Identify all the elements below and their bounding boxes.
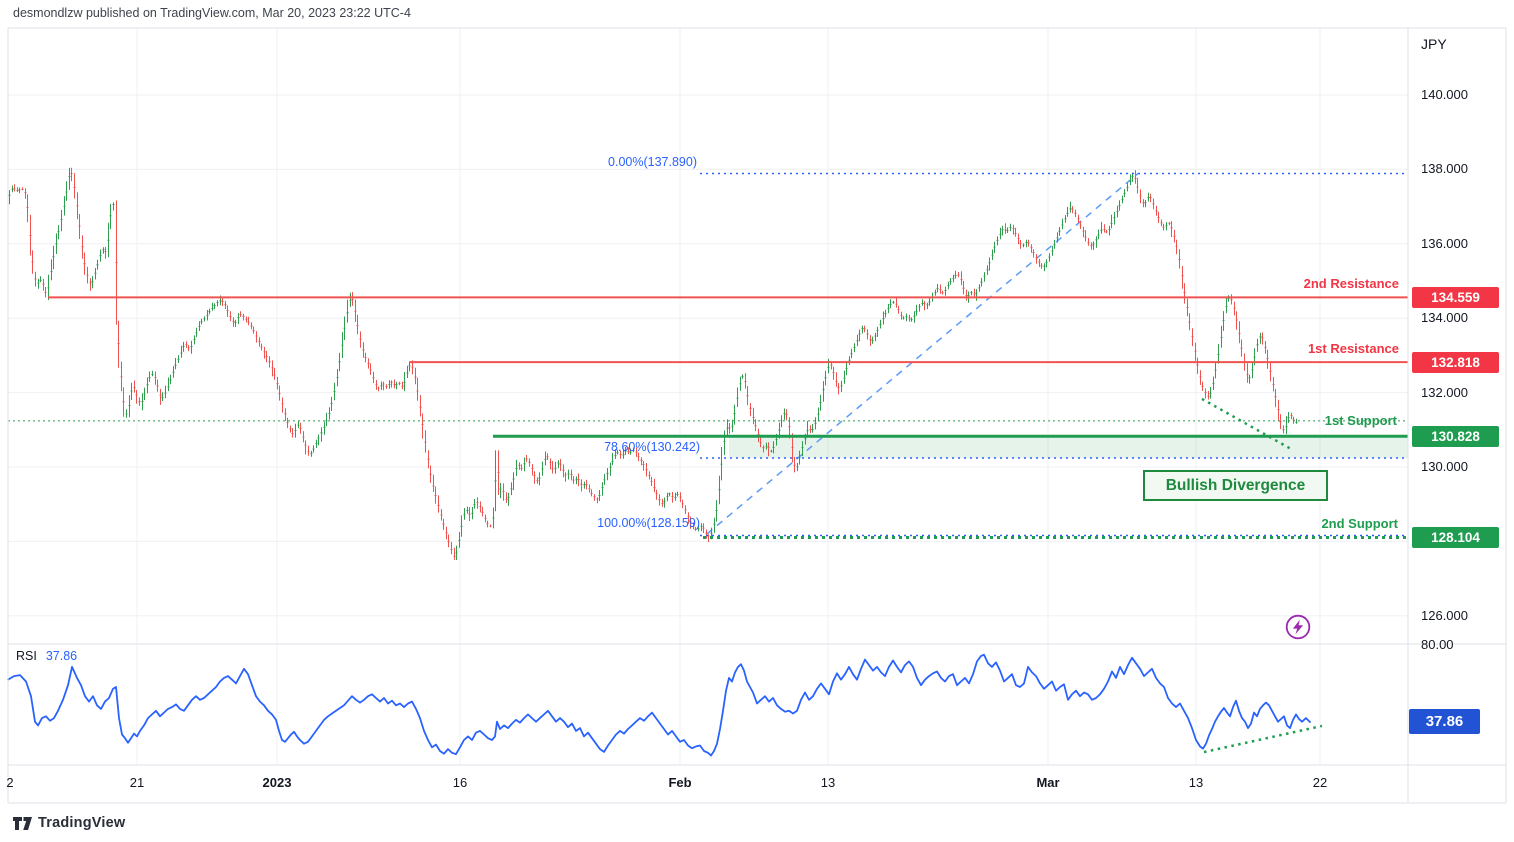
rsi-value-badge: 37.86 [1409, 709, 1480, 734]
first-resistance-label: 1st Resistance [1307, 341, 1399, 356]
rsi-legend-value: 37.86 [45, 649, 78, 663]
price-axis-tick: 138.000 [1421, 161, 1468, 177]
first-resistance-badge: 132.818 [1412, 351, 1499, 373]
price-axis-tick: 132.000 [1421, 384, 1468, 400]
tradingview-logo-link[interactable]: TradingView [13, 815, 125, 831]
first-support-badge: 130.828 [1412, 425, 1499, 447]
rsi-legend-name: RSI [16, 649, 37, 663]
rsi-legend[interactable]: RSI 37.86 [16, 649, 77, 663]
second-resistance-badge: 134.559 [1412, 286, 1499, 308]
publish-header: desmondlzw published on TradingView.com,… [13, 6, 411, 20]
bullish-divergence-text: Bullish Divergence [1165, 476, 1306, 494]
price-axis-tick: 134.000 [1421, 310, 1468, 326]
price-axis-tick: 126.000 [1421, 607, 1468, 623]
fib-100-label: 100.00%(128.159) [597, 516, 700, 530]
time-axis-label: Mar [1036, 775, 1060, 790]
time-axis-label: 2 [6, 775, 14, 790]
time-axis-label: 13 [1188, 775, 1204, 790]
time-axis-label: 2023 [262, 775, 292, 790]
second-support-label: 2nd Support [1321, 516, 1398, 531]
bullish-divergence-callout: Bullish Divergence [1143, 470, 1328, 501]
price-axis-tick: 130.000 [1421, 459, 1468, 474]
tradingview-logo-icon [13, 816, 32, 830]
fib-786-label: 78.60%(130.242) [604, 440, 700, 454]
currency-label: JPY [1421, 36, 1447, 52]
tradingview-logo-text: TradingView [38, 815, 126, 831]
time-axis-label: 21 [129, 775, 145, 790]
rsi-axis-tick: 80.00 [1421, 637, 1454, 652]
time-axis-label: 16 [452, 775, 468, 790]
fib-0-label: 0.00%(137.890) [608, 155, 697, 169]
price-axis-tick: 140.000 [1421, 87, 1468, 102]
price-axis-tick: 136.000 [1421, 235, 1468, 251]
second-resistance-label: 2nd Resistance [1303, 276, 1399, 291]
lightning-bolt-icon [1285, 614, 1311, 640]
time-axis-label: Feb [668, 775, 692, 790]
first-support-label: 1st Support [1324, 413, 1397, 428]
boost-button[interactable] [1285, 614, 1311, 640]
second-support-badge: 128.104 [1412, 527, 1499, 549]
time-axis-label: 22 [1312, 775, 1328, 790]
time-axis-label: 13 [820, 775, 836, 790]
price-axis[interactable] [1408, 28, 1506, 803]
